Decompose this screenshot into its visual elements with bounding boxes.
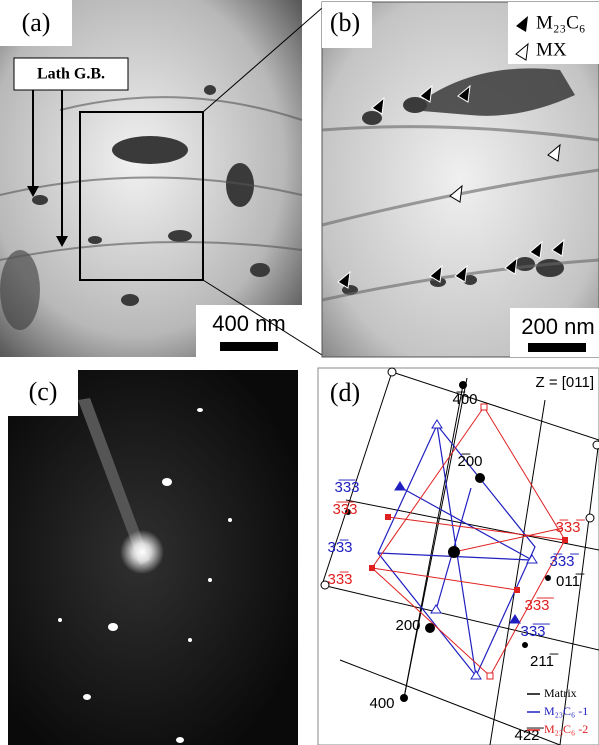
spot-label: 2̅00 xyxy=(457,453,482,470)
legend-text: M₂₃C₆ xyxy=(536,12,585,33)
annotation: Lath G.B. xyxy=(37,66,105,83)
panel-label: (b) xyxy=(330,8,360,37)
legend-text: M₂₃C₆ -1 xyxy=(544,704,588,718)
scale-text: 400 nm xyxy=(212,311,285,336)
legend-text: M₂₃C₆ -2 xyxy=(544,722,588,736)
spot-label: 400 xyxy=(369,695,394,712)
scale-bar xyxy=(220,342,278,351)
spot-label: 3̅3̅3 xyxy=(332,501,357,518)
page: {"panels":[ {"label":"(a)","annotation":… xyxy=(0,0,599,745)
panel-label: (a) xyxy=(22,8,51,37)
legend-text: Matrix xyxy=(544,686,577,700)
panel-label: (c) xyxy=(29,377,58,406)
spot-label: 33̅3 xyxy=(327,571,352,588)
spot-label: 33̅3 xyxy=(327,539,352,556)
spot-label: 200 xyxy=(395,617,420,634)
panel-c: (c) xyxy=(8,370,298,745)
central-beam xyxy=(120,530,164,574)
panel-label: (d) xyxy=(330,378,360,407)
panel-b: (b) M₂₃C₆ MX 200 nm xyxy=(322,2,599,357)
scale-text: 200 nm xyxy=(521,314,594,339)
spot-label: 3̅3̅3 xyxy=(334,479,359,496)
scale-bar xyxy=(528,343,586,352)
spot-label: 4̅00 xyxy=(452,391,477,408)
legend-text: MX xyxy=(536,39,567,60)
zone-axis: Z = [011] xyxy=(535,374,594,391)
panel-a: (a) Lath G.B. 400 nm xyxy=(0,0,302,357)
figure: (a) Lath G.B. 400 nm (b) M₂₃C₆ xyxy=(0,0,599,745)
